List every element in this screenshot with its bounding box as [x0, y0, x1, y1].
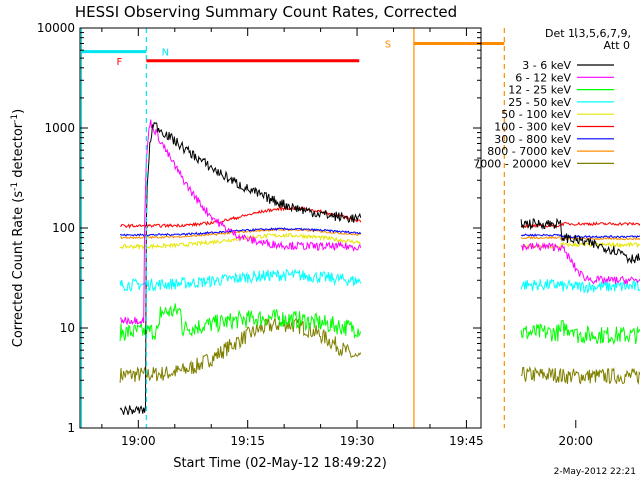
x-axis-label: Start Time (02-May-12 18:49:22) — [173, 456, 387, 471]
plot-area: N F S — [80, 28, 640, 428]
legend-label-6: 300 - 800 keV — [494, 133, 571, 146]
y-tick-label: 10 — [60, 321, 75, 335]
legend-label-2: 12 - 25 keV — [508, 84, 571, 97]
y-tick-label: 1 — [67, 421, 75, 435]
legend-label-1: 6 - 12 keV — [515, 71, 571, 84]
y-axis-label-sup2: -1 — [10, 114, 20, 123]
plot-frame — [79, 27, 482, 429]
footer-date: 2-May-2012 22:21 — [554, 467, 636, 477]
series-line-3 — [520, 278, 640, 294]
y-axis-label-mid: detector — [11, 122, 26, 182]
legend-label-7: 800 - 7000 keV — [487, 145, 571, 158]
series-line-4 — [119, 232, 361, 251]
series-line-7 — [120, 228, 361, 240]
legend-label-4: 50 - 100 keV — [501, 108, 571, 121]
y-tick-label: 10000 — [37, 21, 75, 35]
legend-header-line1: Det 1,3,5,6,7,9, — [545, 27, 631, 40]
x-tick-label: 19:15 — [230, 434, 265, 448]
series-line-1 — [520, 241, 640, 285]
x-tick-label: 19:30 — [340, 434, 375, 448]
series-line-8 — [520, 365, 640, 385]
y-axis-label-main: Corrected Count Rate (s — [11, 191, 26, 348]
series-line-6 — [520, 233, 640, 239]
series-line-8 — [119, 317, 362, 383]
chart-title: HESSI Observing Summary Count Rates, Cor… — [75, 3, 457, 21]
flare-flag-label: F — [116, 57, 122, 68]
legend-label-8: 7000 - 20000 keV — [473, 157, 571, 170]
night-flag-label: N — [162, 48, 169, 59]
y-axis-label-sup1: -1 — [10, 182, 20, 191]
x-tick-label: 19:45 — [449, 434, 484, 448]
series-line-5 — [520, 221, 640, 229]
axes: 1 10 100 1000 10000 19:00 19:15 19:30 19:45 20:00… — [37, 21, 593, 448]
series-line-2 — [520, 320, 640, 346]
series-line-0 — [520, 217, 640, 265]
y-axis-label: Corrected Count Rate (s-1 detector-1) — [10, 109, 26, 347]
series-line-3 — [119, 268, 362, 292]
saa-flag-label: S — [385, 39, 391, 50]
legend-label-5: 100 - 300 keV — [494, 121, 571, 134]
legend-header-line2: Att 0 — [604, 39, 630, 52]
series-line-7 — [520, 235, 640, 241]
y-tick-label: 1000 — [44, 121, 75, 135]
legend-label-0: 3 - 6 keV — [522, 59, 571, 72]
legend-label-3: 25 - 50 keV — [508, 96, 571, 109]
series-line-5 — [120, 205, 362, 229]
x-tick-label: 20:00 — [558, 434, 593, 448]
y-tick-label: 100 — [52, 221, 75, 235]
series-line-6 — [119, 227, 362, 237]
y-axis-label-end: ) — [11, 109, 26, 114]
series-line-0 — [119, 121, 362, 416]
x-tick-label: 19:00 — [121, 434, 156, 448]
series-line-1 — [120, 119, 362, 326]
series-line-2 — [119, 303, 362, 342]
